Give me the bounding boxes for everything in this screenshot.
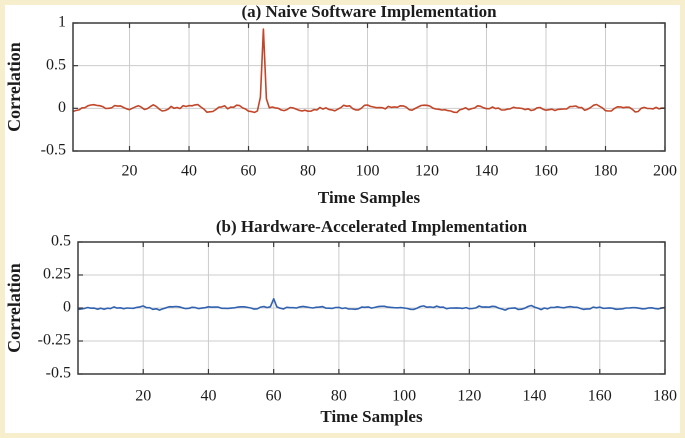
plot-box — [77, 241, 666, 375]
x-tick-label: 180 — [594, 163, 618, 180]
x-tick-label: 100 — [356, 163, 380, 180]
x-tick-label: 40 — [200, 388, 216, 405]
y-tick-label: 0.5 — [51, 233, 71, 250]
x-tick-label: 200 — [653, 163, 677, 180]
x-tick-label: 120 — [457, 388, 481, 405]
y-tick-label: -0.5 — [46, 365, 71, 382]
x-tick-label: 60 — [266, 388, 282, 405]
x-tick-label: 40 — [181, 163, 197, 180]
x-tick-label: 20 — [135, 388, 151, 405]
x-tick-label: 180 — [653, 388, 677, 405]
x-tick-label: 160 — [588, 388, 612, 405]
x-tick-label: 60 — [241, 163, 257, 180]
x-tick-label: 80 — [331, 388, 347, 405]
y-tick-label: 0.5 — [46, 56, 66, 73]
naive-software-correlation-line — [72, 28, 666, 114]
y-tick-label: 0 — [58, 99, 66, 116]
y-tick-label: -0.5 — [41, 142, 66, 159]
x-tick-label: 80 — [300, 163, 316, 180]
subplot-b-xlabel: Time Samples — [320, 407, 423, 426]
x-tick-label: 140 — [475, 163, 499, 180]
x-tick-label: 20 — [122, 163, 138, 180]
plot-box — [72, 22, 666, 152]
y-tick-label: 0 — [63, 299, 71, 316]
subplot-b-title: (b) Hardware-Accelerated Implementation — [215, 217, 528, 236]
x-tick-label: 160 — [534, 163, 558, 180]
y-tick-label: 0.25 — [43, 266, 71, 283]
y-tick-label: -0.25 — [38, 332, 71, 349]
subplot-a-xlabel: Time Samples — [317, 188, 421, 207]
x-tick-label: 100 — [392, 388, 416, 405]
hardware-accelerated-correlation-line — [77, 297, 666, 311]
subplot-a-title: (a) Naive Software Implementation — [241, 2, 497, 21]
x-tick-label: 140 — [523, 388, 547, 405]
y-tick-label: 1 — [58, 14, 66, 31]
x-tick-label: 120 — [415, 163, 439, 180]
